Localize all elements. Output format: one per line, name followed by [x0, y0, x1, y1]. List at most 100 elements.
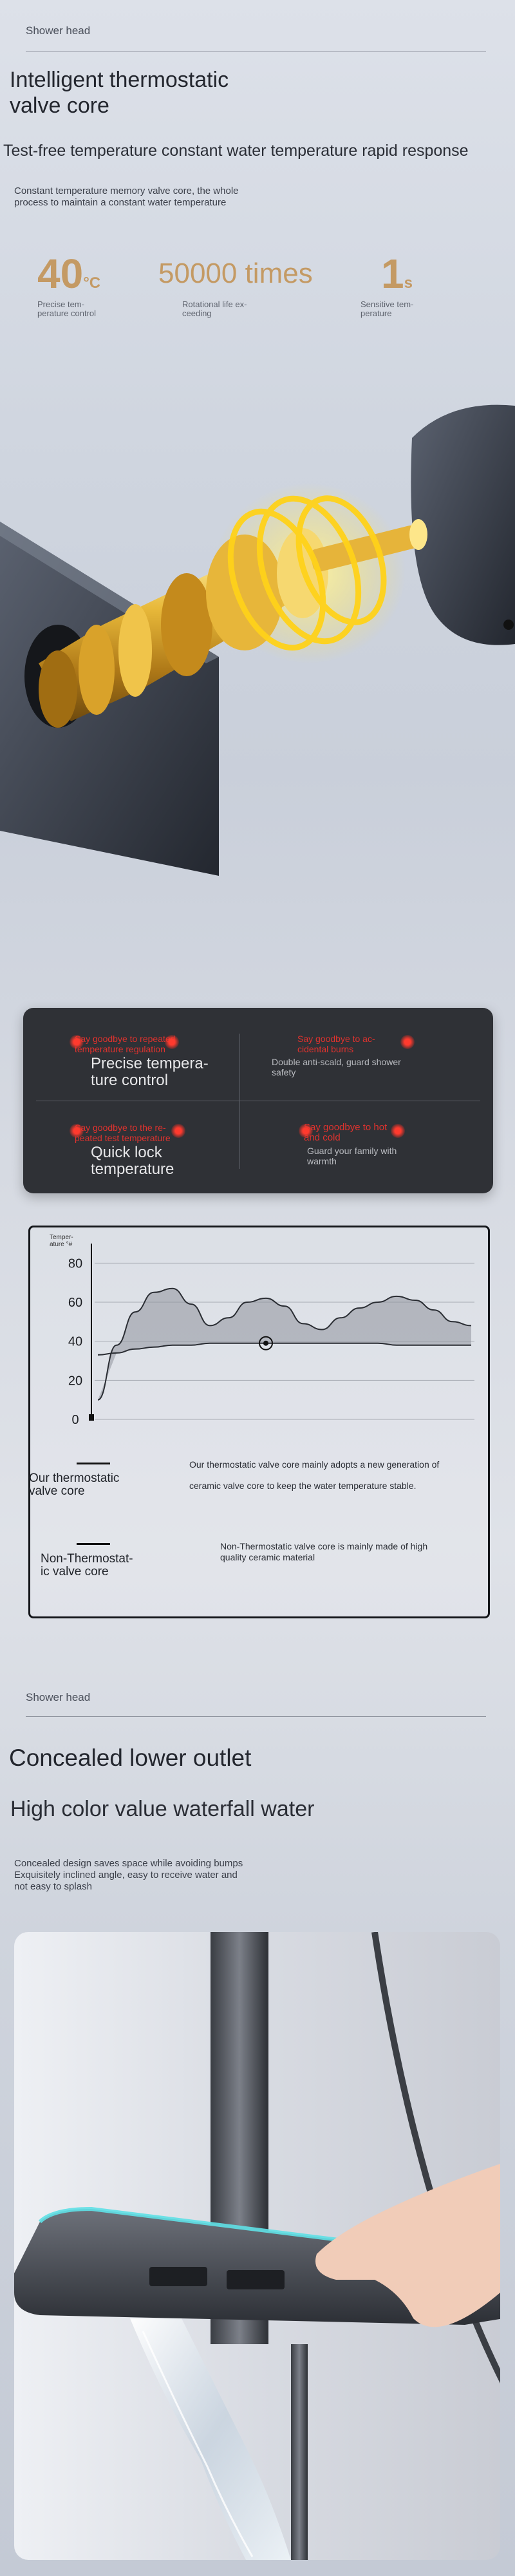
panel-vertical-divider [239, 1034, 240, 1169]
feature-cell-warning-line-2: cidental burns [297, 1044, 354, 1054]
feature-cell-title: Quick lock temperature [91, 1144, 236, 1178]
chart-y-axis-end [89, 1414, 94, 1421]
chart-y-tick-label: 40 [68, 1335, 82, 1349]
stat-rotational-life-value: 50000 times [158, 258, 313, 289]
section-kicker: Shower head [26, 24, 91, 37]
feature-cell-anti-scald: Say goodbye to ac- cidental burns Double… [272, 1034, 478, 1077]
feature-cell-title-line-2: temperature [91, 1160, 174, 1178]
section-divider [26, 1716, 486, 1717]
feature-cell-description-line-2: safety [272, 1067, 296, 1077]
stat-response-label: Sensitive tem- perature [360, 300, 413, 318]
feature-cell-warning-line-2: and cold [304, 1132, 341, 1143]
page-subtitle: Test-free temperature constant water tem… [3, 142, 469, 160]
section-subtitle: High color value waterfall water [10, 1797, 315, 1821]
feature-cell-title-line-1: Quick lock [91, 1144, 162, 1161]
feature-cell-warning: Say goodbye to repeated temperature regu… [75, 1034, 236, 1054]
non-thermostatic-area [98, 1288, 471, 1400]
stat-temperature-unit: °C [83, 274, 101, 292]
chart-y-tick-label: 60 [68, 1296, 82, 1310]
legend-description-non-thermostatic-line-1: Non-Thermostatic valve core is mainly ma… [220, 1541, 428, 1551]
warning-dot-icon [171, 1124, 185, 1138]
warning-dot-icon [70, 1124, 84, 1138]
stat-response-label-line-1: Sensitive tem- [360, 299, 414, 309]
legend-swatch-thermostatic [77, 1463, 110, 1464]
stat-response-unit: s [404, 274, 413, 292]
feature-cell-warning-line-1: Say goodbye to hot [304, 1122, 388, 1133]
feature-cell-description: Guard your family with warmth [307, 1146, 478, 1166]
chart-y-axis-label-line-1: Temper- [50, 1234, 73, 1241]
page-title-line-1: Intelligent thermostatic [10, 68, 229, 92]
stat-response-label-line-2: perature [360, 308, 392, 318]
feature-cell-title-line-2: ture control [91, 1072, 169, 1089]
chart-y-tick-label: 80 [68, 1256, 82, 1271]
shower-waterfall-illustration [14, 1932, 500, 2560]
stat-rotational-life-label-line-2: ceeding [182, 308, 212, 318]
stat-temperature-label: Precise tem- perature control [37, 300, 96, 318]
legend-label-thermostatic: Our thermostatic valve core [29, 1472, 119, 1498]
shower-shelf-shape [14, 2209, 500, 2325]
thermostatic-cartridge-shape [39, 519, 427, 728]
feature-cell-warning: Say goodbye to hot and cold [304, 1122, 478, 1143]
legend-label-thermostatic-line-2: valve core [29, 1484, 85, 1498]
stat-temperature-value: 40 [37, 251, 84, 297]
stat-temperature: 40°C [37, 250, 100, 298]
non-thermostatic-series-line [97, 1287, 472, 1401]
intro-description-line-2: process to maintain a constant water tem… [14, 197, 227, 208]
stat-response-value: 1 [381, 251, 404, 297]
feature-cell-warning-line-2: peated test temperature [75, 1133, 171, 1143]
section-description-line-2: Exquisitely inclined angle, easy to rece… [14, 1870, 238, 1880]
feature-cell-description: Double anti-scald, guard shower safety [272, 1057, 478, 1077]
feature-cell-description-line-1: Guard your family with [307, 1146, 397, 1156]
chart-y-tick-label: 0 [71, 1413, 79, 1427]
feature-cell-warning-line-1: Say goodbye to the re- [75, 1122, 166, 1133]
stat-response: 1s [381, 250, 413, 298]
warning-dot-icon [400, 1035, 415, 1049]
feature-cell-title-line-1: Precise tempera- [91, 1055, 209, 1072]
legend-description-thermostatic-line-1: Our thermostatic valve core mainly adopt… [189, 1459, 440, 1470]
chart-marker-ring [259, 1336, 273, 1350]
intro-description-line-1: Constant temperature memory valve core, … [14, 185, 239, 196]
section-description: Concealed design saves space while avoid… [14, 1858, 243, 1893]
spring-rings-shape [227, 495, 387, 651]
feature-cell-description-line-1: Double anti-scald, guard shower [272, 1057, 401, 1067]
chart-plot-area: 80 60 40 20 0 [68, 1244, 474, 1427]
page-title: Intelligent thermostatic valve core [10, 67, 229, 118]
warning-dot-icon [299, 1124, 313, 1138]
feature-cell-warning-line-2: temperature regulation [75, 1044, 165, 1054]
feature-cell-warning: Say goodbye to ac- cidental burns [297, 1034, 478, 1054]
section-kicker: Shower head [26, 1691, 91, 1703]
feature-cell-warning-line-1: Say goodbye to repeated [75, 1034, 176, 1044]
chart-y-axis-label: Temper- ature °# [50, 1234, 73, 1248]
stat-rotational-life-label-line-1: Rotational life ex- [182, 299, 247, 309]
page-title-line-2: valve core [10, 93, 109, 118]
lower-pipe-shape [291, 2344, 308, 2560]
feature-cell-title: Precise tempera- ture control [91, 1056, 236, 1089]
valve-core-illustration [0, 404, 515, 876]
legend-label-thermostatic-line-1: Our thermostatic [29, 1472, 120, 1485]
feature-panel: Say goodbye to repeated temperature regu… [23, 1008, 493, 1193]
section-description-line-3: not easy to splash [14, 1881, 92, 1892]
temperature-comparison-chart: Temper- ature °# 80 60 40 20 0 Our thermosta… [28, 1226, 490, 1618]
chart-y-tick-label: 20 [68, 1374, 82, 1388]
hand-shape [315, 2164, 500, 2327]
legend-description-thermostatic-line-2: ceramic valve core to keep the water tem… [189, 1481, 417, 1491]
chart-marker-point [263, 1340, 268, 1346]
warning-dot-icon [391, 1124, 405, 1138]
legend-description-non-thermostatic-line-2: quality ceramic material [220, 1552, 315, 1562]
stat-rotational-life-label: Rotational life ex- ceeding [182, 300, 247, 318]
legend-description-non-thermostatic: Non-Thermostatic valve core is mainly ma… [220, 1541, 478, 1563]
warning-dot-icon [165, 1035, 179, 1049]
chart-y-axis-label-line-2: ature °# [50, 1241, 73, 1248]
outlet-fitting-shape [411, 404, 515, 645]
feature-cell-family-warmth: Say goodbye to hot and cold Guard your f… [299, 1122, 478, 1166]
section-title: Concealed lower outlet [9, 1745, 252, 1771]
feature-cell-warning: Say goodbye to the re- peated test tempe… [75, 1122, 236, 1143]
section-description-line-1: Concealed design saves space while avoid… [14, 1858, 243, 1869]
feature-cell-description-line-2: warmth [307, 1156, 337, 1166]
legend-swatch-non-thermostatic [77, 1543, 110, 1545]
waterfall-stream-shape [130, 2318, 291, 2560]
legend-label-non-thermostatic-line-2: ic valve core [41, 1565, 109, 1578]
intro-description: Constant temperature memory valve core, … [14, 185, 239, 209]
stat-temperature-label-line-1: Precise tem- [37, 299, 84, 309]
feature-cell-warning-line-1: Say goodbye to ac- [297, 1034, 375, 1044]
